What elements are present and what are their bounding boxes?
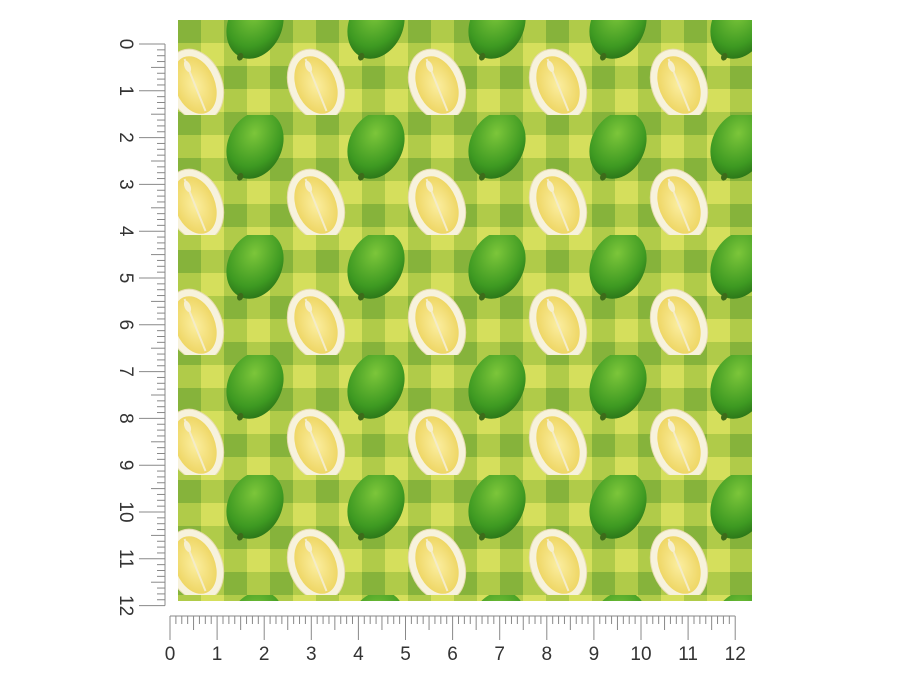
ruler-label: 1 bbox=[212, 644, 223, 665]
ruler-label: 0 bbox=[165, 644, 176, 665]
ruler-label: 9 bbox=[115, 460, 136, 471]
ruler-label: 8 bbox=[115, 413, 136, 424]
ruler-label: 8 bbox=[542, 644, 553, 665]
ruler-label: 2 bbox=[115, 132, 136, 143]
ruler-label: 7 bbox=[115, 366, 136, 377]
ruler-label: 11 bbox=[115, 549, 136, 569]
ruler-label: 0 bbox=[115, 39, 136, 50]
bottom-ruler: 0 1 2 3 4 5 6 7 8 9 10 11 12 bbox=[165, 615, 746, 665]
ruler-label: 10 bbox=[630, 644, 651, 665]
ruler-label: 2 bbox=[259, 644, 270, 665]
ruler-label: 4 bbox=[353, 644, 364, 665]
ruler-label: 5 bbox=[115, 273, 136, 284]
ruler-label: 9 bbox=[589, 644, 600, 665]
ruler-label: 6 bbox=[115, 320, 136, 331]
ruler-label: 7 bbox=[494, 644, 505, 665]
ruler-label: 3 bbox=[306, 644, 317, 665]
ruler-label: 1 bbox=[115, 86, 136, 97]
ruler-label: 10 bbox=[115, 501, 136, 522]
ruler-label: 4 bbox=[115, 226, 136, 237]
ruler-label: 12 bbox=[725, 644, 746, 665]
ruler-label: 5 bbox=[400, 644, 411, 665]
ruler-label: 6 bbox=[447, 644, 458, 665]
ruler-label: 11 bbox=[678, 644, 698, 665]
pattern-swatch bbox=[178, 20, 752, 601]
ruler-label: 3 bbox=[115, 179, 136, 190]
ruler-label: 12 bbox=[115, 595, 136, 616]
